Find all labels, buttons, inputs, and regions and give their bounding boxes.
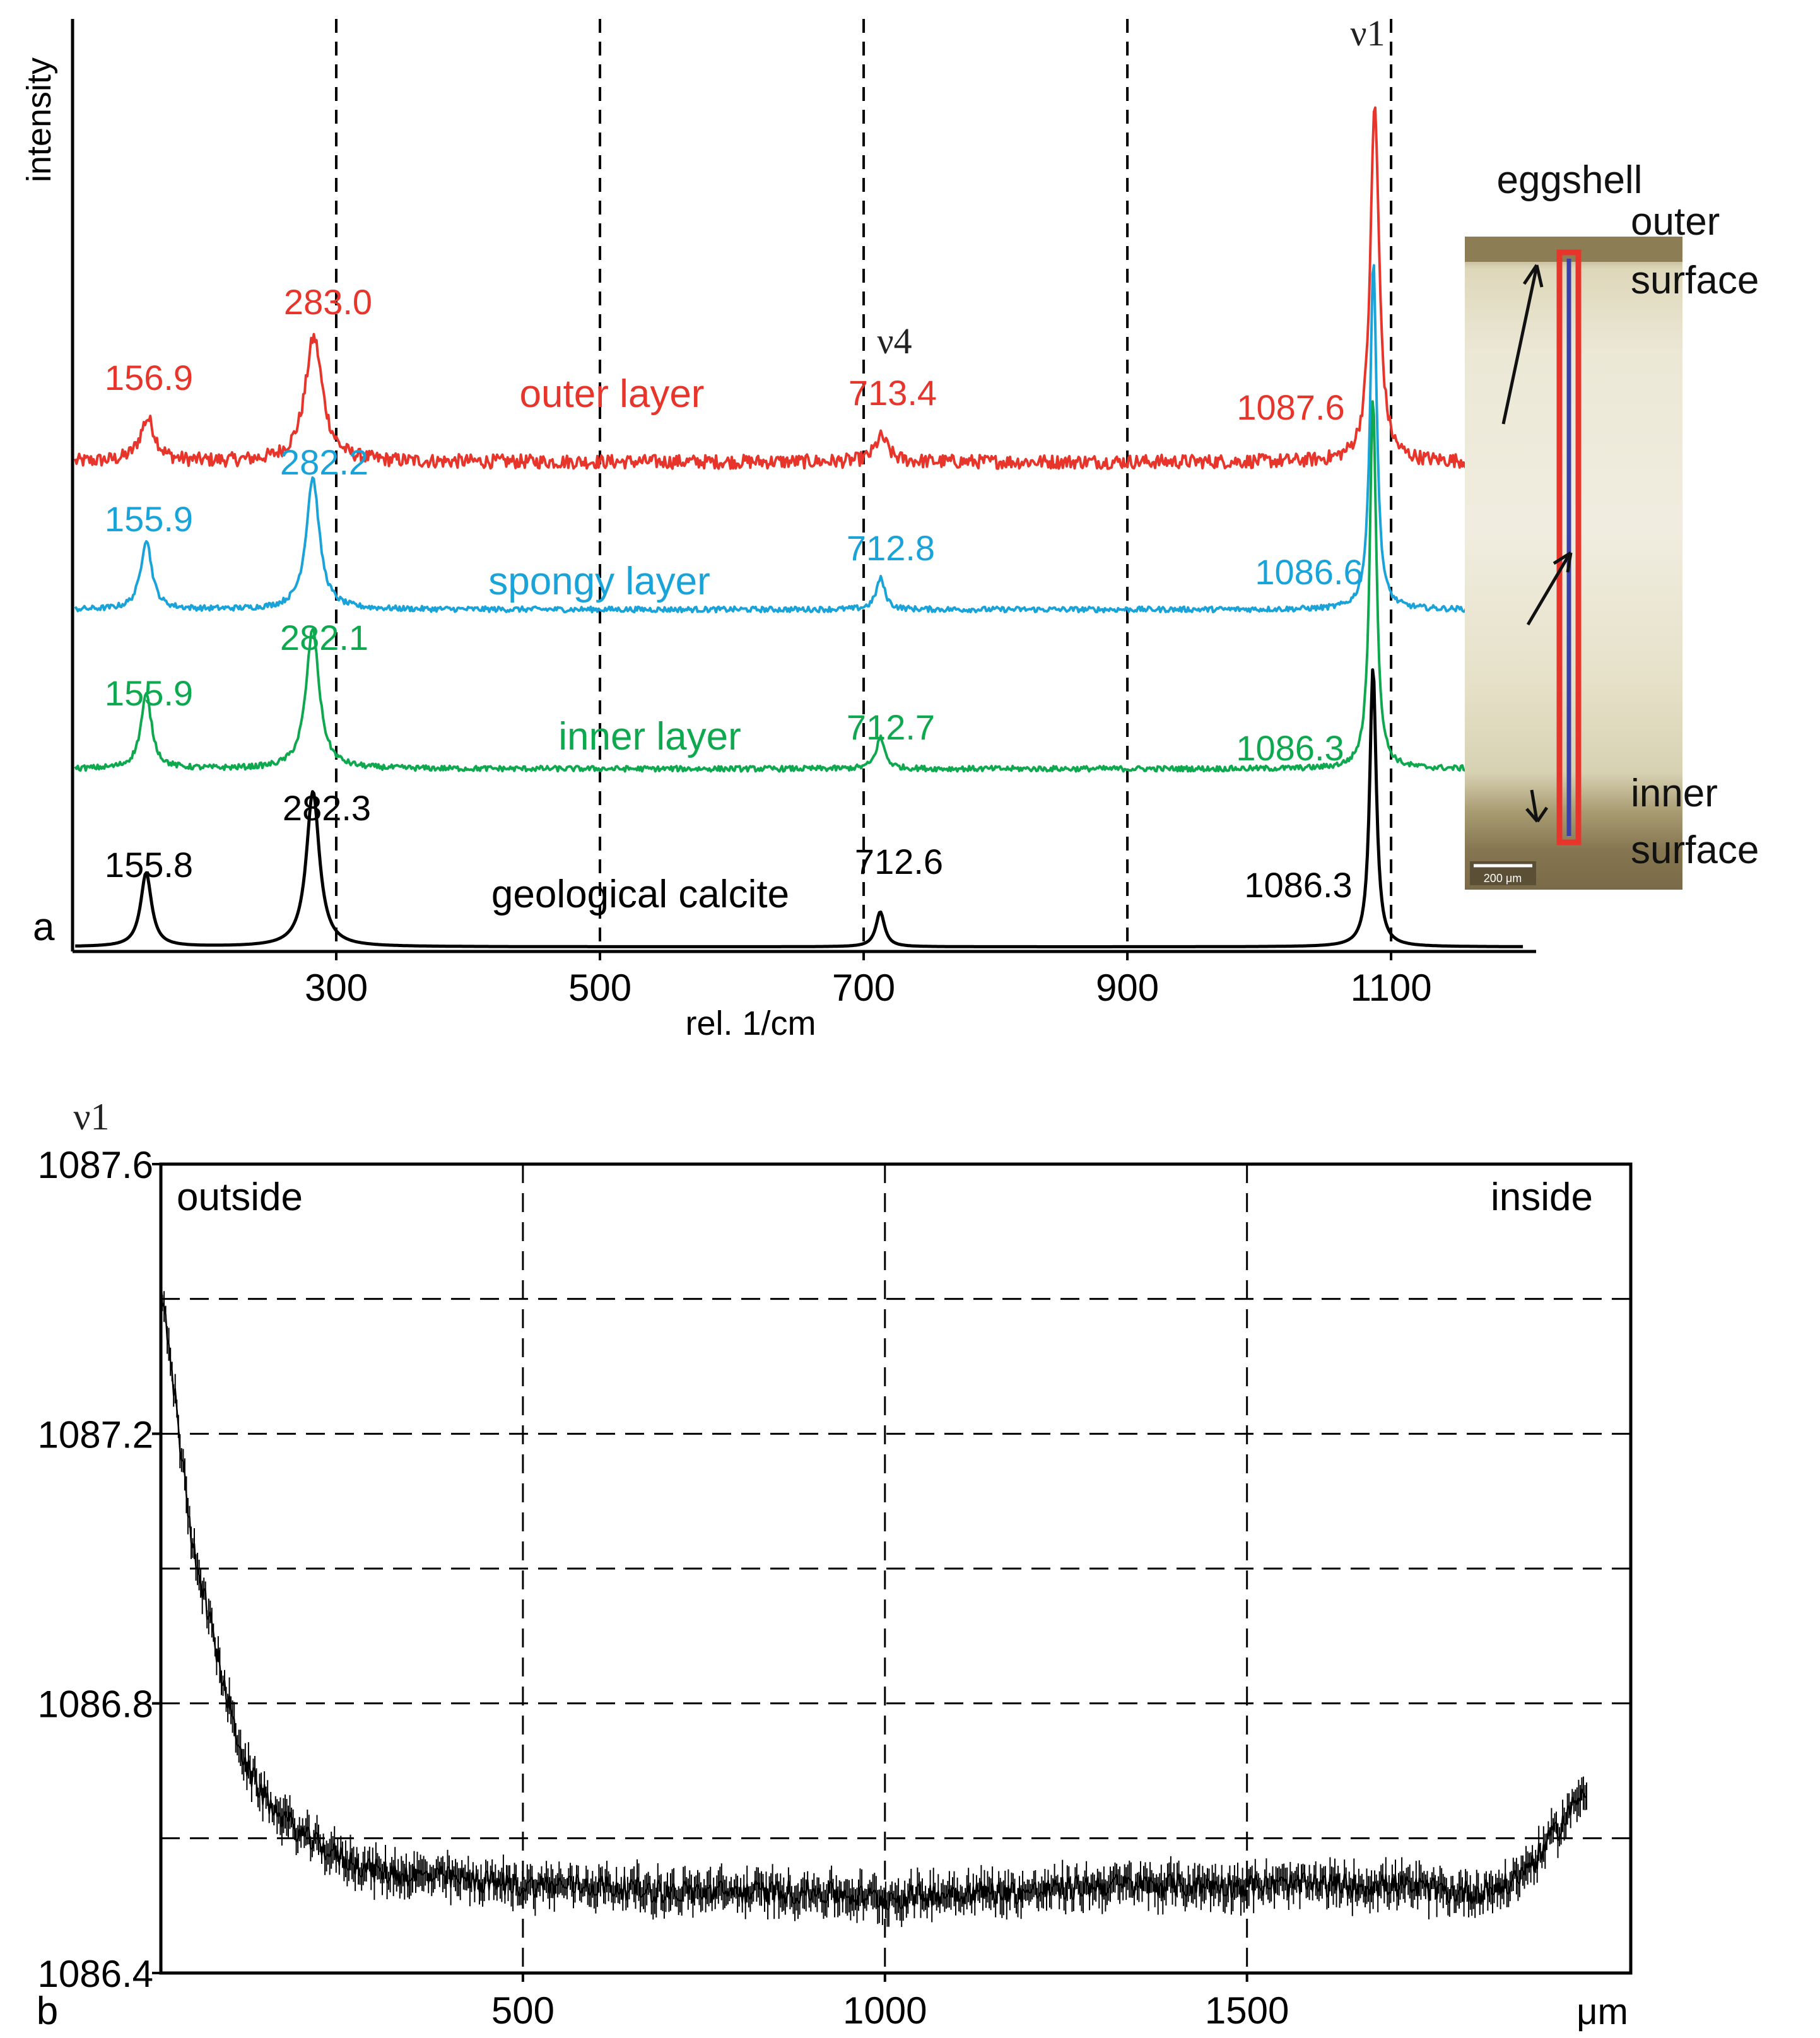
panel-a: 300 500 700 900 1100 intensity rel. 1/cm a ν… [20, 13, 1759, 1042]
a-x-tick-label: 900 [1096, 967, 1159, 1009]
spectrum-line-spongy-layer [74, 264, 1524, 614]
a-x-ticks: 300 500 700 900 1100 [305, 951, 1432, 1009]
a-x-tick-label: 700 [832, 967, 895, 1009]
a-x-axis-label: rel. 1/cm [685, 1004, 816, 1042]
b-gridlines [161, 1164, 1631, 1973]
v4-band-label: ν4 [877, 321, 912, 362]
scale-bar-label: 200 μm [1484, 872, 1522, 885]
arrow-outer-surface [1501, 266, 1539, 425]
a-x-tick-label: 1100 [1351, 967, 1432, 1009]
arrowhead [1522, 264, 1544, 288]
peak-label: 282.1 [280, 618, 368, 657]
peak-label: 1086.3 [1236, 728, 1344, 768]
arrowhead [1553, 551, 1573, 573]
eggshell-scan-frame [1556, 249, 1582, 845]
b-plot-frame [159, 1162, 1633, 1975]
b-x-tick-label: 1000 [843, 1989, 927, 2032]
b-y-tick-label: 1087.6 [37, 1144, 153, 1186]
inset-title: eggshell [1497, 158, 1643, 202]
b-y-tick-label: 1086.4 [37, 1953, 153, 1995]
peak-label: 712.6 [855, 842, 943, 881]
v1-error-bars [160, 1264, 1587, 1927]
a-spectra [74, 106, 1525, 948]
a-x-tick-label: 300 [305, 967, 368, 1009]
peak-label: 282.3 [283, 788, 371, 828]
b-y-axis-label: ν1 [73, 1096, 109, 1138]
b-x-tick-label: 1500 [1205, 1989, 1289, 2032]
inset-outer-label: outer [1631, 200, 1720, 244]
outside-annotation: outside [177, 1175, 303, 1219]
peak-label: 282.2 [280, 442, 368, 482]
peak-label: 156.9 [105, 358, 193, 398]
series-label-inner-layer: inner layer [558, 715, 741, 758]
b-v1-profile [160, 1264, 1587, 1927]
a-y-axis-label: intensity [20, 57, 58, 182]
eggshell-top-band [1465, 237, 1682, 262]
panel-b: 500 1000 1500 1086.4 1086.8 1087.2 1087.6 ν1 μ… [37, 1096, 1633, 2033]
b-ticks: 500 1000 1500 1086.4 1086.8 1087.2 1087.6 [37, 1144, 1289, 2032]
b-x-axis-unit: μm [1576, 1991, 1628, 2032]
eggshell-inset: 200 μm eggshell outer surface inner surf… [1465, 158, 1759, 890]
inside-annotation: inside [1491, 1175, 1593, 1219]
peak-label: 713.4 [848, 373, 937, 413]
inset-inner-label-2: surface [1631, 828, 1759, 872]
b-x-tick-label: 500 [491, 1989, 555, 2032]
a-x-tick-label: 500 [568, 967, 631, 1009]
peak-label: 1087.6 [1236, 387, 1344, 427]
v1-profile-line [160, 1277, 1587, 1911]
arrow-inner-surface [1530, 789, 1539, 821]
arrow-spongy [1526, 553, 1571, 626]
b-y-tick-label: 1087.2 [37, 1413, 153, 1456]
peak-label: 155.9 [105, 673, 193, 713]
spectrum-line-geological-calcite [74, 668, 1524, 948]
a-panel-label: a [33, 905, 55, 949]
a-dashed-reference-lines [335, 19, 1393, 951]
peak-label: 155.8 [105, 845, 193, 885]
peak-label: 712.7 [847, 707, 935, 747]
inset-inner-label: inner [1631, 772, 1718, 815]
peak-label: 712.8 [847, 528, 935, 568]
peak-label: 1086.3 [1244, 865, 1352, 905]
b-panel-label: b [37, 1989, 58, 2033]
inset-outer-label-2: surface [1631, 259, 1759, 302]
series-label-spongy-layer: spongy layer [488, 560, 710, 603]
series-label-outer-layer: outer layer [520, 372, 705, 416]
v1-band-label: ν1 [1350, 13, 1385, 54]
spectrum-line-outer-layer [74, 106, 1525, 470]
peak-label: 155.9 [105, 499, 193, 539]
peak-label: 283.0 [284, 282, 372, 322]
b-y-tick-label: 1086.8 [37, 1683, 153, 1726]
series-label-geological-calcite: geological calcite [491, 873, 789, 916]
eggshell-micrograph [1465, 237, 1682, 890]
peak-label: 1086.6 [1255, 552, 1363, 592]
arrowhead [1525, 806, 1549, 823]
spectrum-line-inner-layer [74, 400, 1524, 773]
